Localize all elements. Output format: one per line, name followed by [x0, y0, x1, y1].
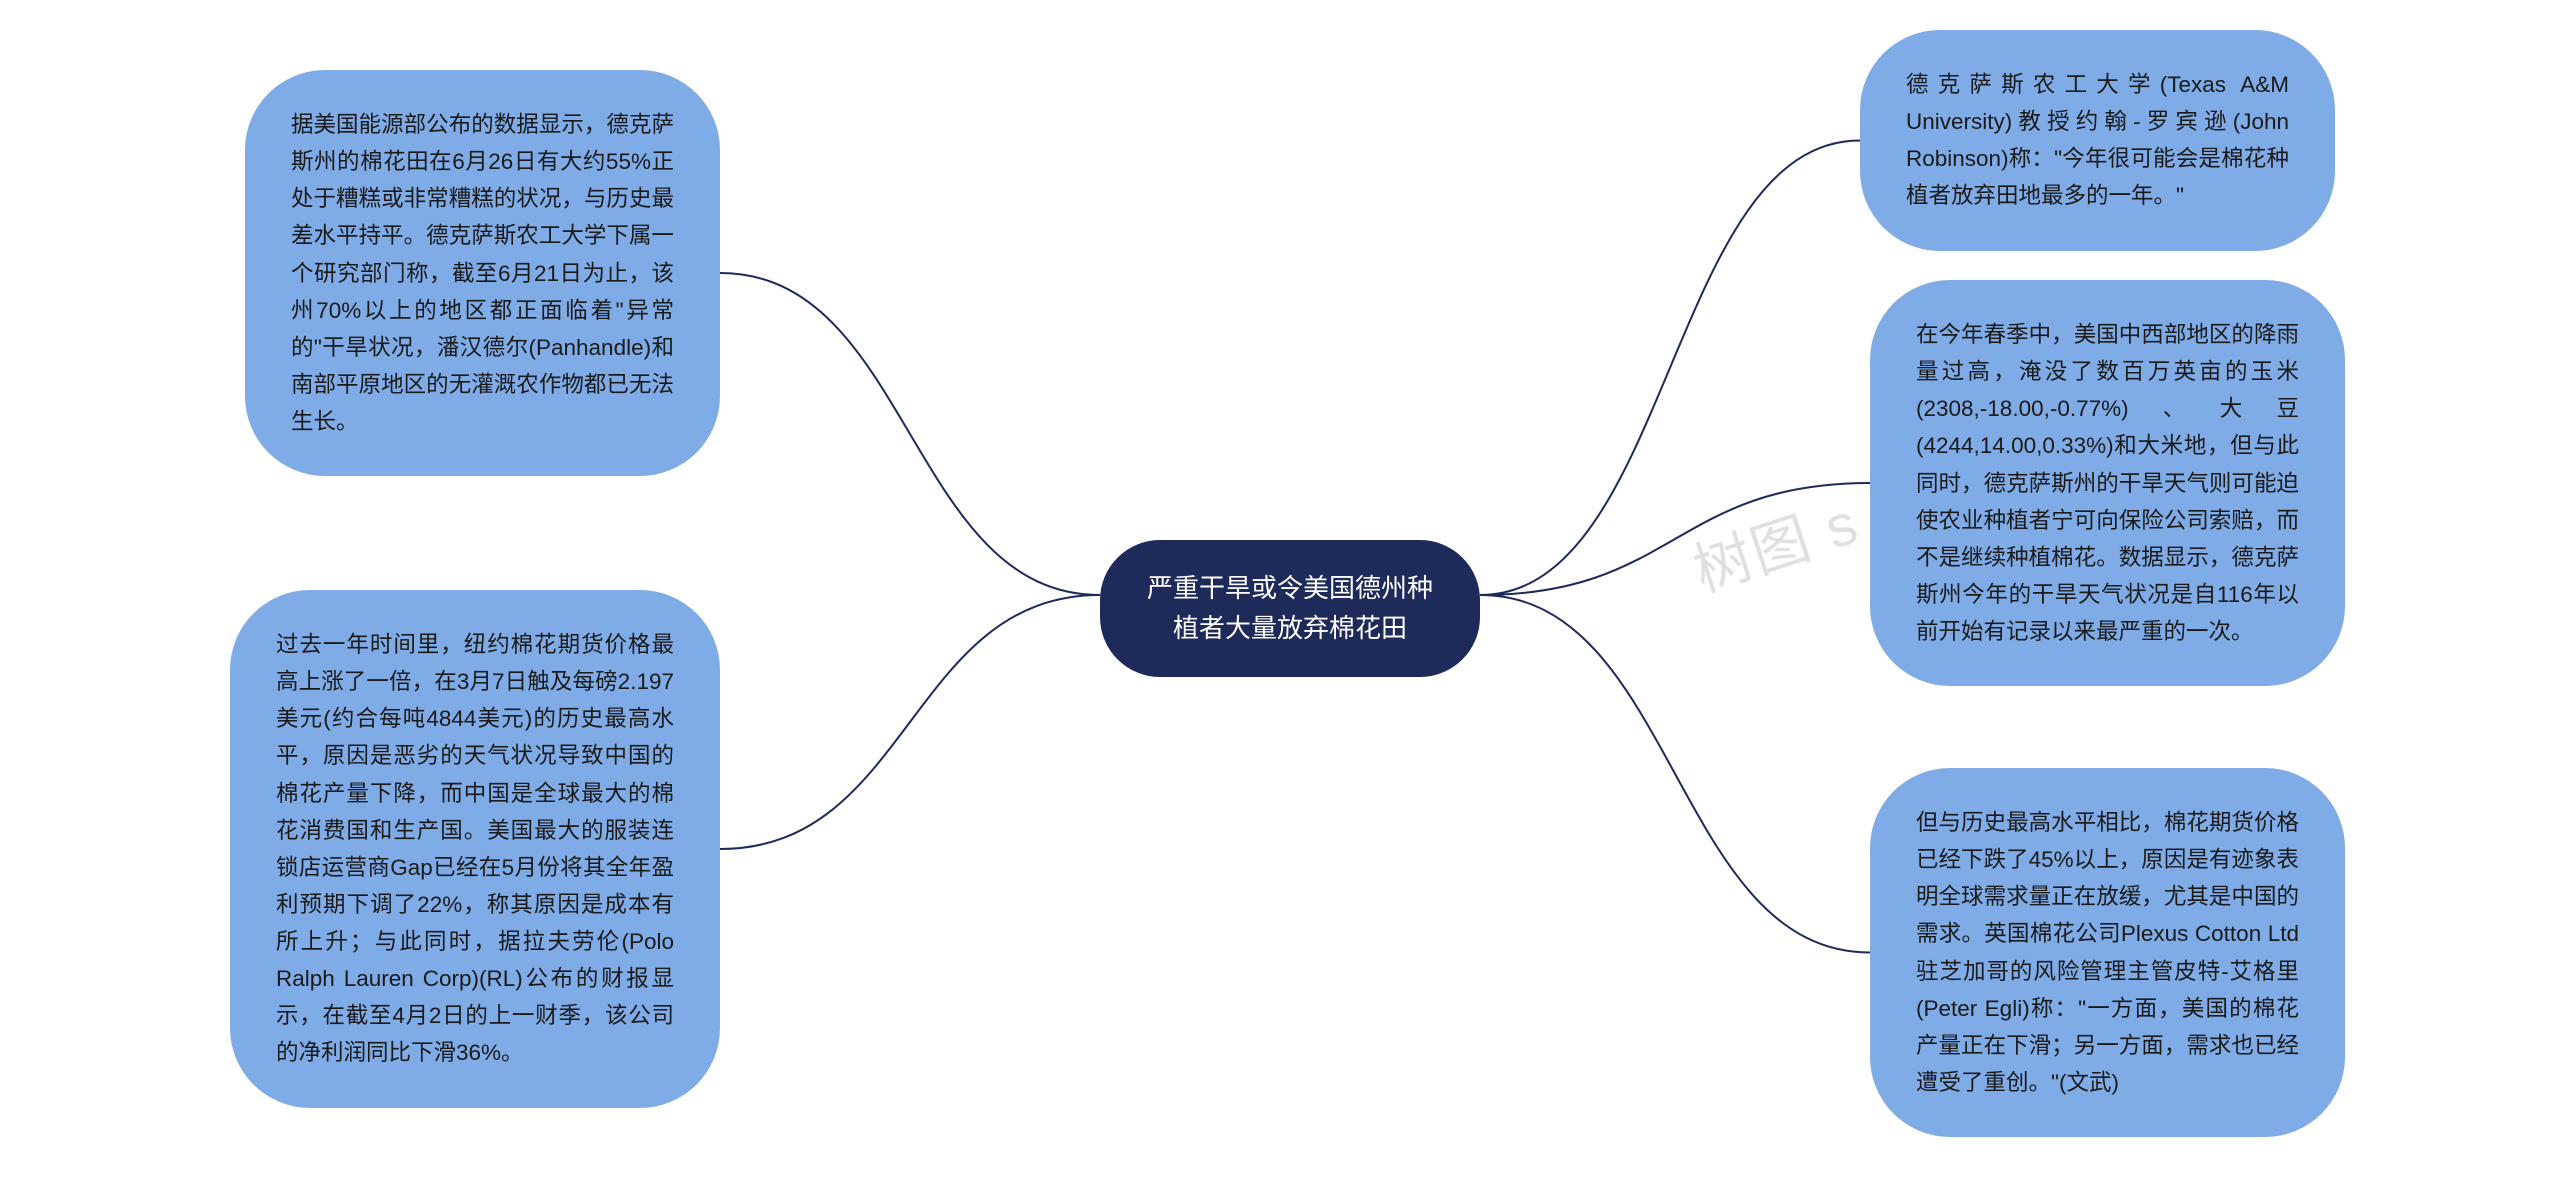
leaf-text: 德克萨斯农工大学(Texas A&M University)教授约翰-罗宾逊(J… — [1906, 72, 2289, 208]
leaf-text: 但与历史最高水平相比，棉花期货价格已经下跌了45%以上，原因是有迹象表明全球需求… — [1916, 810, 2299, 1095]
watermark: 树图 s — [1681, 476, 1868, 608]
mindmap-leaf-node: 在今年春季中，美国中西部地区的降雨量过高，淹没了数百万英亩的玉米(2308,-1… — [1870, 280, 2345, 686]
leaf-text: 据美国能源部公布的数据显示，德克萨斯州的棉花田在6月26日有大约55%正处于糟糕… — [291, 112, 674, 434]
mindmap-leaf-node: 据美国能源部公布的数据显示，德克萨斯州的棉花田在6月26日有大约55%正处于糟糕… — [245, 70, 720, 476]
leaf-text: 过去一年时间里，纽约棉花期货价格最高上涨了一倍，在3月7日触及每磅2.197美元… — [276, 632, 674, 1065]
mindmap-stage: 图 shu .cn 树图 s 严重干旱或令美国德州种植者大量放弃棉花田 据美国能… — [0, 0, 2560, 1193]
mindmap-leaf-node: 德克萨斯农工大学(Texas A&M University)教授约翰-罗宾逊(J… — [1860, 30, 2335, 251]
mindmap-center-node: 严重干旱或令美国德州种植者大量放弃棉花田 — [1100, 540, 1480, 677]
mindmap-leaf-node: 但与历史最高水平相比，棉花期货价格已经下跌了45%以上，原因是有迹象表明全球需求… — [1870, 768, 2345, 1137]
mindmap-leaf-node: 过去一年时间里，纽约棉花期货价格最高上涨了一倍，在3月7日触及每磅2.197美元… — [230, 590, 720, 1108]
center-title: 严重干旱或令美国德州种植者大量放弃棉花田 — [1147, 573, 1433, 643]
leaf-text: 在今年春季中，美国中西部地区的降雨量过高，淹没了数百万英亩的玉米(2308,-1… — [1916, 322, 2299, 644]
